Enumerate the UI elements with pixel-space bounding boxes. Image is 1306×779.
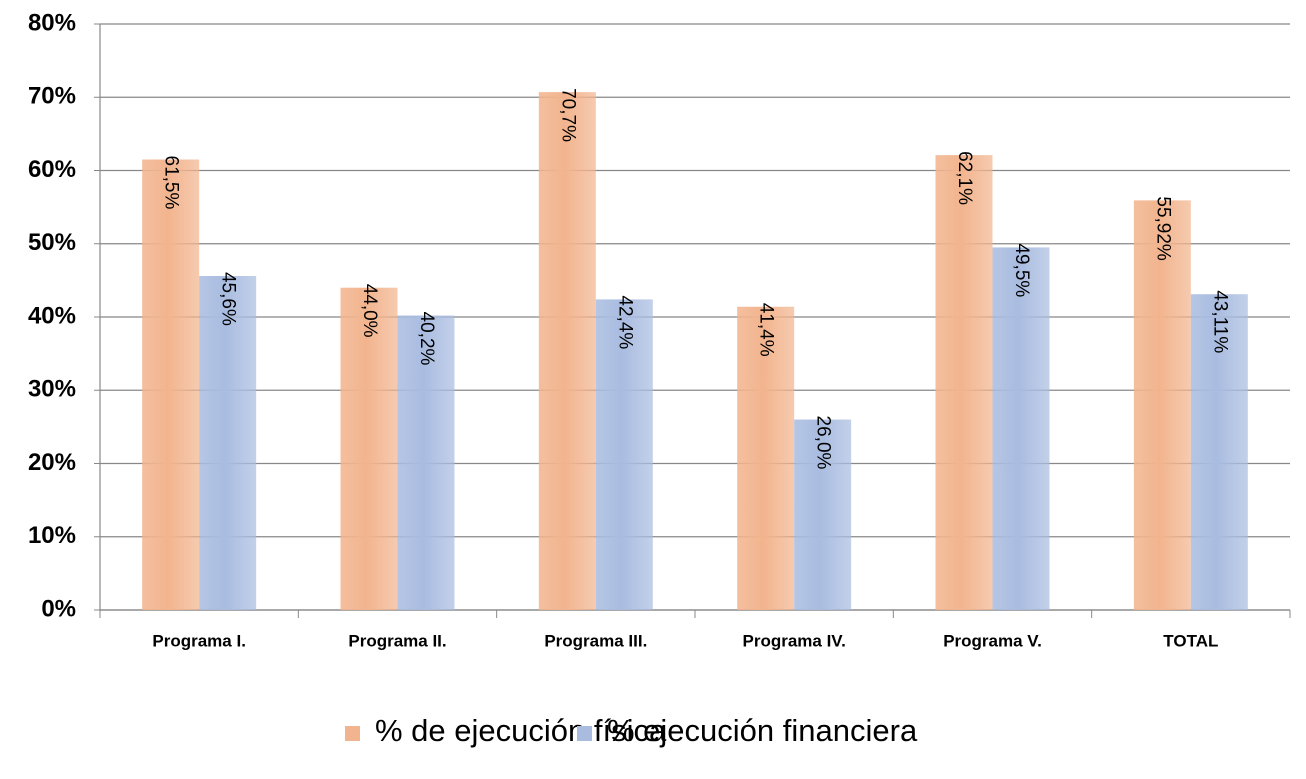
bar	[737, 306, 795, 610]
bar	[340, 287, 398, 610]
y-tick-label: 60%	[28, 156, 76, 183]
legend-label: % de ejecución física	[375, 713, 667, 748]
legend-swatch	[345, 726, 360, 741]
bar	[595, 299, 653, 610]
data-label: 42,4%	[614, 295, 635, 349]
x-tick-label: Programa II.	[348, 631, 446, 650]
legend-swatch	[577, 726, 592, 741]
legend-label: % ejecución financiera	[607, 713, 918, 748]
y-tick-label: 40%	[28, 302, 76, 329]
bar	[538, 92, 596, 610]
data-label: 61,5%	[161, 156, 182, 210]
y-tick-label: 0%	[41, 595, 76, 622]
y-tick-label: 80%	[28, 9, 76, 36]
x-tick-label: Programa III.	[544, 631, 647, 650]
bar	[142, 159, 200, 610]
data-label: 41,4%	[756, 303, 777, 357]
x-tick-label: Programa IV.	[743, 631, 846, 650]
data-label: 45,6%	[218, 272, 239, 326]
y-tick-label: 50%	[28, 229, 76, 256]
data-label: 43,11%	[1209, 290, 1230, 353]
y-tick-label: 70%	[28, 83, 76, 110]
data-label: 62,1%	[954, 151, 975, 205]
y-tick-label: 20%	[28, 449, 76, 476]
data-label: 70,7%	[557, 88, 578, 142]
bar	[397, 315, 455, 610]
data-label: 40,2%	[416, 312, 437, 366]
data-label: 26,0%	[813, 416, 834, 470]
bar	[992, 247, 1050, 610]
bar	[1133, 200, 1191, 611]
y-tick-label: 30%	[28, 376, 76, 403]
x-tick-label: TOTAL	[1163, 631, 1218, 650]
bar	[1190, 294, 1248, 610]
x-tick-label: Programa V.	[943, 631, 1042, 650]
data-label: 49,5%	[1011, 243, 1032, 297]
bar	[794, 419, 852, 610]
data-label: 55,92%	[1152, 196, 1173, 261]
bar	[935, 155, 993, 610]
bar	[199, 275, 257, 610]
x-tick-label: Programa I.	[152, 631, 246, 650]
data-label: 44,0%	[359, 284, 380, 338]
y-tick-label: 10%	[28, 522, 76, 549]
